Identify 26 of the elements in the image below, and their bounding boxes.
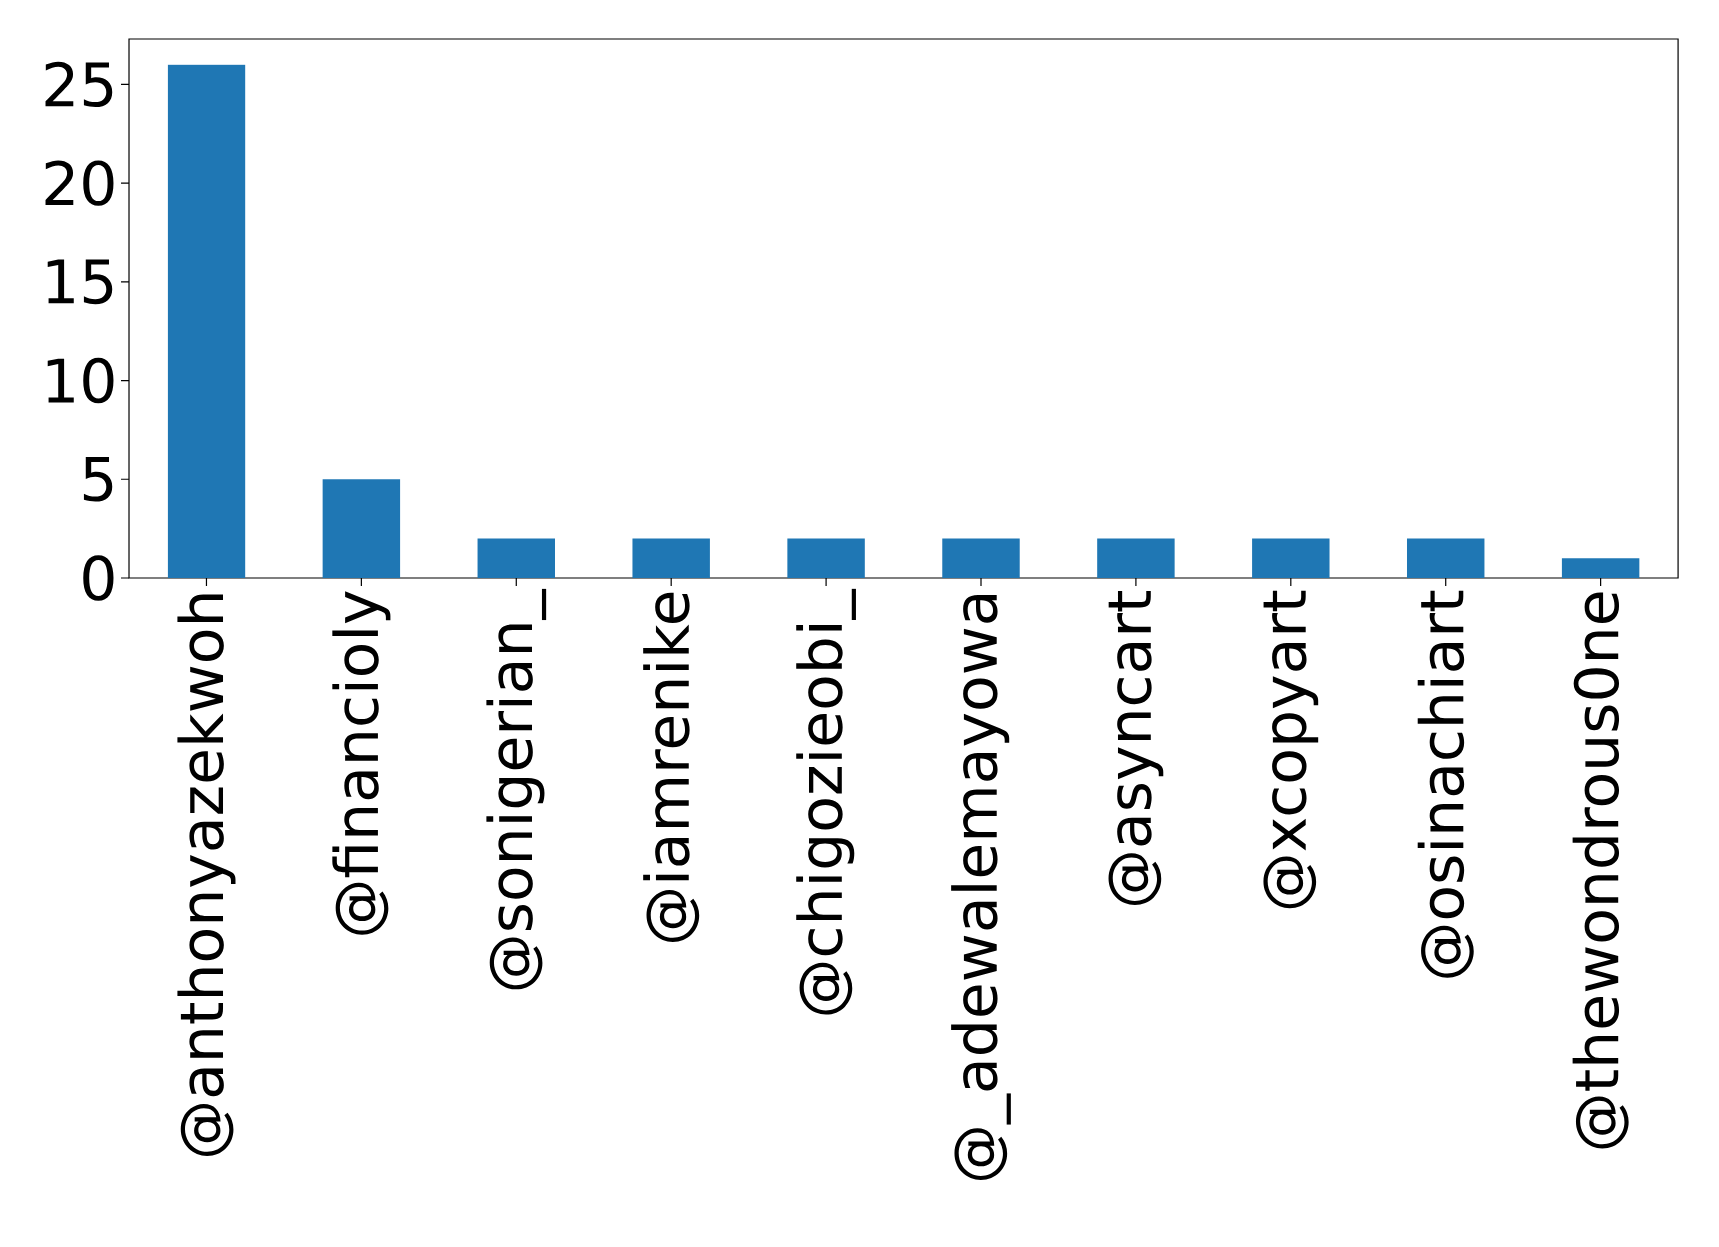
x-tick-label: @anthonyazekwoh [177, 594, 236, 1156]
x-tick-label: @_adewalemayowa [951, 594, 1011, 1181]
y-tick-label: 20 [45, 160, 114, 206]
y-tick-label: 10 [47, 357, 114, 404]
bar [167, 64, 246, 578]
bar [477, 538, 555, 578]
x-tick-label: @asyncart [1108, 590, 1164, 906]
x-tick-label: @xcopyart [1263, 590, 1319, 909]
bar [1252, 538, 1330, 578]
x-tick-label: @sonigerian_ [486, 588, 547, 990]
y-tick-label: 15 [47, 259, 113, 305]
bar [1097, 538, 1175, 578]
bar [942, 538, 1020, 578]
x-tick-label: @financioly [332, 591, 391, 935]
x-tick-label: @iamrenike [643, 592, 700, 942]
bar [322, 479, 401, 578]
x-tick-label: @thewondrous0ne [1572, 592, 1629, 1149]
bar [1407, 538, 1485, 578]
y-tick-label: 5 [83, 456, 113, 502]
bar [787, 538, 865, 578]
bar [632, 538, 710, 578]
x-tick-label: @chigozieobi_ [796, 588, 856, 1015]
y-tick-label: 0 [83, 555, 114, 601]
x-tick-label: @osinachiart [1417, 590, 1474, 978]
bar [1561, 558, 1640, 578]
y-tick-label: 25 [45, 61, 113, 108]
